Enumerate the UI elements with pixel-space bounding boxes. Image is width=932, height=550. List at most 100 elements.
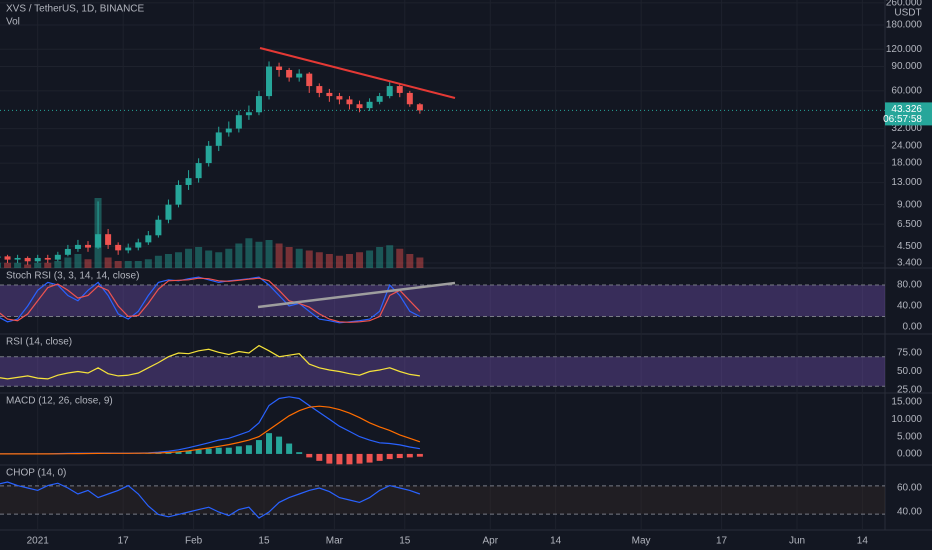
candle-body	[165, 204, 172, 220]
last-price-label: 43.326	[891, 104, 922, 115]
labels-layer: XVS / TetherUS, 1D, BINANCE Vol USDT 202…	[6, 0, 932, 547]
candle-body	[326, 92, 333, 97]
volume-bar	[14, 262, 22, 268]
x-tick-label: 14	[550, 536, 562, 547]
candle-body	[416, 104, 423, 111]
volume-bar	[245, 238, 253, 268]
histogram-bar	[326, 453, 333, 464]
volume-bar	[305, 250, 313, 268]
volume-bar	[44, 262, 52, 268]
y-tick-label: 25.00	[897, 385, 922, 396]
volume-bar	[144, 259, 152, 268]
candle-body	[115, 244, 122, 251]
volume-bar	[335, 255, 343, 268]
y-tick-label: 60.000	[891, 86, 922, 97]
volume-bar	[134, 261, 142, 268]
candle-body	[215, 132, 222, 146]
band-fill	[0, 285, 885, 317]
volume-bar	[285, 247, 293, 268]
y-tick-label: 50.00	[897, 366, 922, 377]
volume-bar	[225, 248, 233, 268]
volume-bar	[376, 247, 384, 268]
y-tick-label: 60.00	[897, 483, 922, 494]
candle-body	[276, 66, 283, 70]
x-tick-label: May	[632, 536, 651, 547]
volume-bar	[64, 257, 72, 268]
volume-bar	[406, 254, 414, 268]
y-tick-label: 32.000	[891, 123, 922, 134]
histogram-bar	[286, 443, 293, 454]
pane-title: CHOP (14, 0)	[6, 468, 66, 479]
candle-body	[286, 69, 293, 78]
volume-bar	[235, 243, 243, 268]
y-tick-label: 75.00	[897, 348, 922, 359]
candle-body	[74, 244, 81, 249]
y-tick-label: 9.000	[897, 199, 922, 210]
volume-bar	[275, 243, 283, 268]
x-tick-label: Jun	[789, 536, 805, 547]
candle-body	[44, 257, 51, 260]
candle-body	[135, 242, 142, 248]
candle-body	[235, 115, 242, 129]
candle-body	[296, 73, 303, 78]
histogram-bar	[225, 447, 232, 454]
volume-bar	[255, 241, 263, 268]
candle-body	[195, 163, 202, 179]
pane-title: RSI (14, close)	[6, 337, 72, 348]
x-tick-label: Feb	[185, 536, 203, 547]
candle-body	[185, 178, 192, 185]
y-tick-label: 15.000	[891, 397, 922, 408]
histogram-bar	[185, 450, 192, 454]
pane-title: Stoch RSI (3, 3, 14, 14, close)	[6, 271, 139, 282]
volume-bar	[205, 250, 213, 268]
y-tick-label: 40.00	[897, 301, 922, 312]
volume-bar	[416, 257, 424, 268]
candle-body	[266, 66, 273, 97]
volume-bar	[175, 252, 183, 268]
volume-bar	[124, 261, 132, 268]
histogram-bar	[215, 447, 222, 454]
volume-bar	[54, 261, 62, 268]
volume-bar	[295, 248, 303, 268]
candle-body	[255, 96, 262, 113]
y-tick-label: 0.000	[897, 449, 922, 460]
volume-bar	[315, 252, 323, 268]
histogram-bar	[346, 453, 353, 465]
histogram-bar	[205, 448, 212, 454]
histogram-bar	[175, 451, 182, 454]
candle-body	[84, 244, 91, 248]
volume-bar	[195, 247, 203, 268]
volume-bar	[164, 254, 172, 268]
histogram-bar	[306, 453, 313, 458]
volume-bar	[386, 245, 394, 268]
band-fill	[0, 356, 885, 387]
candle-body	[125, 247, 132, 251]
histogram-bar	[356, 453, 363, 464]
candle-body	[376, 96, 383, 102]
volume-bar	[396, 248, 404, 268]
volume-bar	[4, 262, 12, 268]
x-tick-label: 14	[857, 536, 869, 547]
x-tick-label: 17	[118, 536, 130, 547]
volume-bar	[74, 254, 82, 268]
y-tick-label: 120.000	[886, 44, 923, 55]
histogram-bar	[386, 453, 393, 460]
y-tick-label: 3.400	[897, 258, 922, 269]
candle-body	[105, 234, 112, 245]
x-tick-label: Apr	[482, 536, 498, 547]
y-tick-label: 10.000	[891, 414, 922, 425]
histogram-bar	[255, 440, 262, 454]
marks-layer	[0, 61, 885, 519]
candle-body	[4, 256, 11, 260]
drawn-trendline	[257, 281, 456, 309]
histogram-bar	[406, 453, 413, 458]
indicator-line	[0, 344, 420, 380]
drawn-trendline	[259, 47, 456, 99]
histogram-bar	[266, 433, 273, 454]
volume-bar	[34, 262, 42, 268]
candle-body	[306, 73, 313, 87]
volume-bar	[24, 264, 32, 268]
candle-body	[396, 86, 403, 93]
y-tick-label: 24.000	[891, 140, 922, 151]
histogram-bar	[296, 452, 303, 454]
